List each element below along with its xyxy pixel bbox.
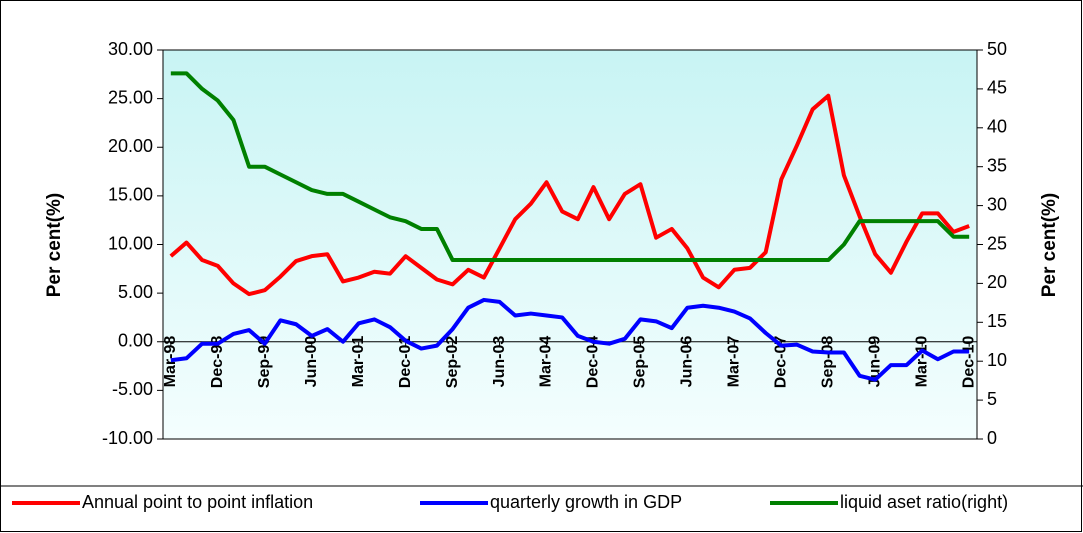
y-tick-label: 0.00: [118, 331, 153, 351]
y-tick-label: 30.00: [108, 39, 153, 59]
y-tick-label: 25.00: [108, 87, 153, 107]
x-tick-label: Jun-00: [303, 336, 320, 388]
y2-tick-label: 50: [987, 39, 1007, 59]
x-tick-label: Dec-98: [209, 336, 226, 389]
y-tick-label: 15.00: [108, 185, 153, 205]
x-tick-label: Dec-01: [397, 336, 414, 389]
y2-tick-label: 15: [987, 311, 1007, 331]
x-tick-label: Mar-01: [350, 336, 367, 388]
x-tick-label: Mar-98: [162, 336, 179, 388]
legend-label: quarterly growth in GDP: [490, 492, 682, 512]
y-tick-label: 10.00: [108, 233, 153, 253]
x-tick-label: Dec-07: [773, 336, 790, 389]
x-tick-label: Sep-02: [444, 336, 461, 389]
y-tick-label: 5.00: [118, 282, 153, 302]
x-tick-label: Sep-08: [820, 336, 837, 389]
x-tick-label: Sep-05: [632, 336, 649, 389]
y2-tick-label: 10: [987, 350, 1007, 370]
y2-tick-label: 35: [987, 155, 1007, 175]
x-tick-label: Mar-07: [726, 336, 743, 388]
series-line: [170, 71, 970, 263]
y2-tick-label: 0: [987, 428, 997, 448]
legend-label: Annual point to point inflation: [82, 492, 313, 512]
plot-area: [162, 49, 978, 440]
y2-tick-label: 40: [987, 117, 1007, 137]
x-tick-label: Mar-10: [913, 336, 930, 388]
x-tick-label: Jun-03: [491, 336, 508, 388]
y-tick-label: -10.00: [102, 428, 153, 448]
y2-tick-label: 20: [987, 272, 1007, 292]
x-tick-label: Dec-04: [585, 336, 602, 389]
series-line: [169, 93, 970, 297]
x-tick-label: Sep-99: [256, 336, 273, 389]
x-tick-label: Jun-06: [679, 336, 696, 388]
y2-tick-label: 5: [987, 389, 997, 409]
y-tick-label: 20.00: [108, 136, 153, 156]
y-tick-label: -5.00: [112, 379, 153, 399]
y-axis-title: Per cent(%): [44, 193, 65, 298]
y2-tick-label: 30: [987, 194, 1007, 214]
series-line: [170, 297, 970, 382]
y2-tick-label: 25: [987, 233, 1007, 253]
y2-axis-title: Per cent(%): [1039, 193, 1060, 298]
x-tick-label: Dec-10: [960, 336, 977, 389]
legend-label: liquid aset ratio(right): [840, 492, 1008, 512]
x-tick-label: Mar-04: [538, 336, 555, 388]
y2-tick-label: 45: [987, 78, 1007, 98]
